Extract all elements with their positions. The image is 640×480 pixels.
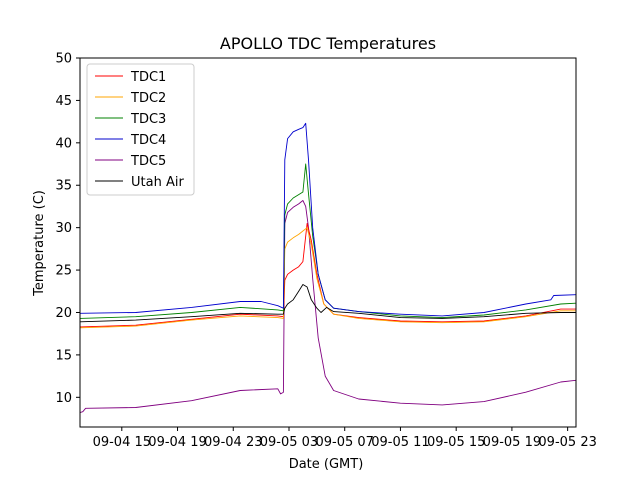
legend-label-tdc2: TDC2 (130, 91, 166, 106)
series-line-tdc1 (80, 222, 576, 328)
plot-frame (79, 57, 577, 428)
legend-label-utah: Utah Air (131, 175, 184, 190)
y-tick-label: 45 (55, 94, 72, 109)
x-tick-label: 09-05 11 (371, 435, 429, 450)
series-line-tdc3 (80, 163, 576, 319)
x-tick-label: 09-05 19 (483, 435, 541, 450)
legend-label-tdc1: TDC1 (130, 70, 166, 85)
x-tick-label: 09-04 15 (93, 435, 151, 450)
series-line-tdc5 (80, 200, 576, 414)
legend-label-tdc5: TDC5 (130, 154, 166, 169)
x-tick-label: 09-04 19 (148, 435, 206, 450)
legend[interactable]: TDC1 TDC2 TDC3 TDC4 TDC5 Utah Air (86, 63, 195, 196)
x-tick-label: 09-05 03 (260, 435, 318, 450)
y-tick-label: 40 (55, 136, 72, 151)
x-axis-label: Date (GMT) (289, 457, 364, 472)
chart-title: APOLLO TDC Temperatures (220, 34, 436, 53)
x-tick-label: 09-05 15 (427, 435, 485, 450)
y-tick-label: 30 (55, 221, 72, 236)
y-tick-label: 15 (55, 348, 72, 363)
y-tick-label: 20 (55, 306, 72, 321)
series-line-tdc4 (80, 122, 576, 317)
legend-label-tdc4: TDC4 (130, 133, 166, 148)
y-tick-label: 25 (55, 264, 72, 279)
y-tick-label: 10 (55, 391, 72, 406)
series-layer (80, 122, 576, 414)
legend-label-tdc3: TDC3 (130, 112, 166, 127)
y-tick-label: 50 (55, 52, 72, 67)
y-axis-label: Temperature (C) (32, 190, 47, 297)
x-tick-label: 09-05 07 (315, 435, 373, 450)
series-line-tdc2 (80, 227, 576, 329)
series-line-utah (80, 284, 576, 323)
y-tick-label: 35 (55, 179, 72, 194)
x-tick-label: 09-05 23 (538, 435, 596, 450)
x-tick-label: 09-04 23 (204, 435, 262, 450)
